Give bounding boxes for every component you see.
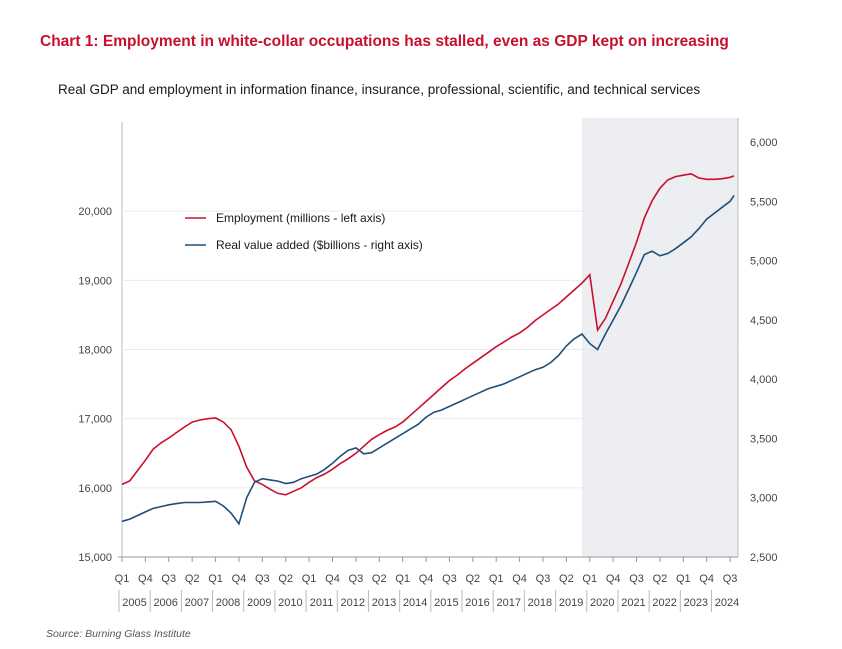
quarter-label: Q3 — [629, 573, 644, 585]
quarter-label: Q1 — [676, 573, 691, 585]
right-tick-label: 4,500 — [750, 315, 778, 327]
year-label: 2010 — [278, 597, 302, 609]
quarter-label: Q4 — [232, 573, 247, 585]
year-label: 2021 — [621, 597, 645, 609]
year-label: 2016 — [465, 597, 489, 609]
quarter-label: Q4 — [699, 573, 714, 585]
quarter-label: Q3 — [723, 573, 738, 585]
right-tick-label: 6,000 — [750, 137, 778, 149]
right-tick-label: 5,500 — [750, 196, 778, 208]
chart-source: Source: Burning Glass Institute — [46, 628, 191, 640]
year-label: 2012 — [341, 597, 365, 609]
quarter-label: Q4 — [325, 573, 340, 585]
year-label: 2006 — [153, 597, 177, 609]
legend-label-employment: Employment (millions - left axis) — [216, 211, 385, 225]
right-tick-label: 4,000 — [750, 374, 778, 386]
year-label: 2024 — [715, 597, 739, 609]
x-axis: Q1 Q4 Q3 Q2 Q1 Q4 Q3 Q2 Q1 Q4 Q3 Q2 Q1 Q4 Q3 Q2 Q1 Q4 Q3 Q2… — [115, 556, 739, 612]
legend: Employment (millions - left axis) Real v… — [185, 211, 423, 252]
left-tick-label: 16,000 — [78, 483, 112, 495]
right-tick-label: 5,000 — [750, 256, 778, 268]
year-label: 2018 — [528, 597, 552, 609]
left-axis: 15,000 16,000 17,000 18,000 19,000 20,000 — [78, 122, 738, 564]
left-tick-label: 15,000 — [78, 552, 112, 564]
quarter-label: Q1 — [208, 573, 223, 585]
year-label: 2011 — [310, 597, 334, 609]
quarter-label: Q2 — [185, 573, 200, 585]
quarter-label: Q4 — [138, 573, 153, 585]
year-label: 2007 — [185, 597, 209, 609]
quarter-label: Q1 — [395, 573, 410, 585]
right-tick-label: 3,500 — [750, 433, 778, 445]
year-label: 2015 — [434, 597, 458, 609]
quarter-label: Q3 — [442, 573, 457, 585]
year-label: 2005 — [122, 597, 146, 609]
year-label: 2023 — [684, 597, 708, 609]
left-tick-label: 20,000 — [78, 206, 112, 218]
quarter-label: Q3 — [536, 573, 551, 585]
employment-line — [121, 172, 735, 496]
quarter-label: Q1 — [115, 573, 130, 585]
quarter-label: Q2 — [653, 573, 668, 585]
year-label: 2014 — [403, 597, 427, 609]
year-label: 2022 — [652, 597, 676, 609]
quarter-label: Q3 — [161, 573, 176, 585]
year-label: 2020 — [590, 597, 614, 609]
quarter-label: Q3 — [349, 573, 364, 585]
gdp-line — [121, 194, 735, 526]
quarter-label: Q1 — [302, 573, 317, 585]
year-label: 2008 — [216, 597, 240, 609]
quarter-label: Q4 — [512, 573, 527, 585]
quarter-label: Q1 — [582, 573, 597, 585]
quarter-label: Q4 — [419, 573, 434, 585]
year-label: 2009 — [247, 597, 271, 609]
left-tick-label: 18,000 — [78, 345, 112, 357]
right-tick-label: 2,500 — [750, 552, 778, 564]
quarter-label: Q1 — [489, 573, 504, 585]
left-tick-label: 17,000 — [78, 414, 112, 426]
quarter-label: Q2 — [559, 573, 574, 585]
year-label: 2013 — [372, 597, 396, 609]
legend-label-gdp: Real value added ($billions - right axis… — [216, 238, 423, 252]
quarter-label: Q2 — [372, 573, 387, 585]
quarter-label: Q2 — [465, 573, 480, 585]
shaded-period — [581, 118, 738, 557]
right-tick-label: 3,000 — [750, 493, 778, 505]
left-tick-label: 19,000 — [78, 275, 112, 287]
chart-subtitle: Real GDP and employment in information f… — [58, 82, 701, 97]
year-label: 2017 — [496, 597, 520, 609]
chart-title: Chart 1: Employment in white-collar occu… — [40, 33, 729, 50]
quarter-label: Q4 — [606, 573, 621, 585]
right-axis: 2,500 3,000 3,500 4,000 4,500 5,000 5,500 6,000 — [737, 118, 778, 564]
quarter-label: Q2 — [278, 573, 293, 585]
quarter-label: Q3 — [255, 573, 270, 585]
year-label: 2019 — [559, 597, 583, 609]
